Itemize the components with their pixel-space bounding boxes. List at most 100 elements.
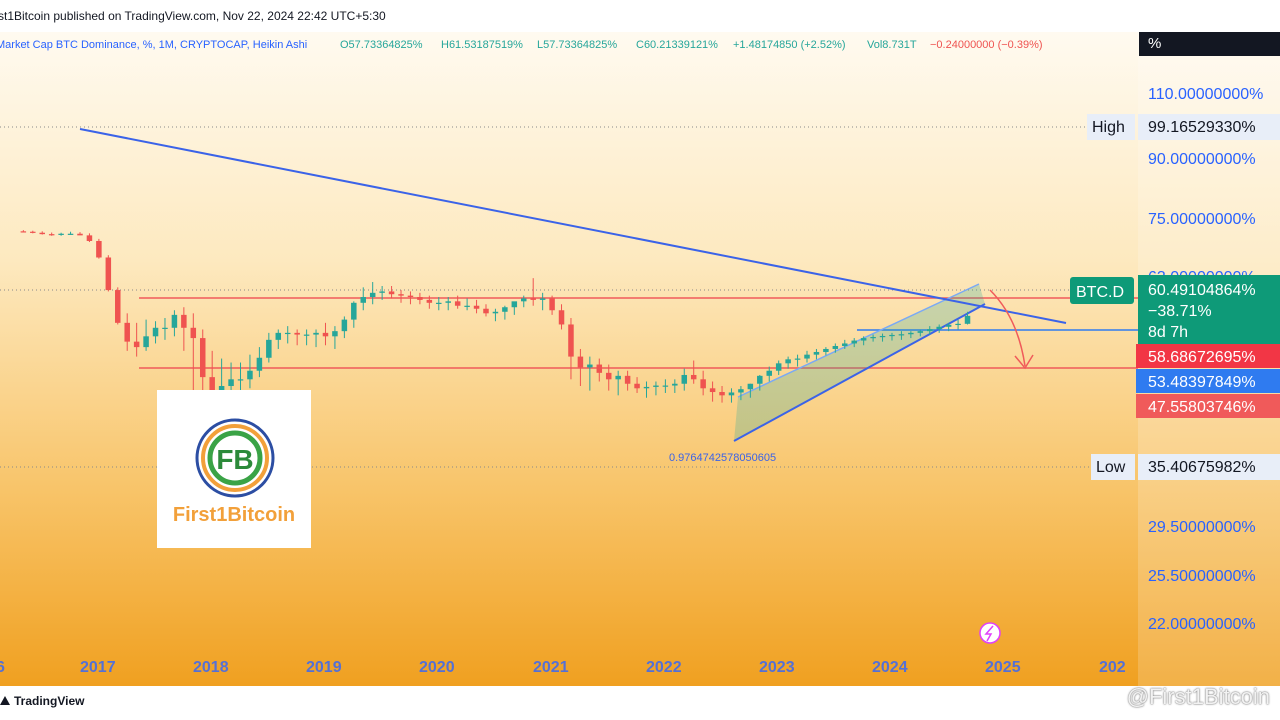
candle-body[interactable] bbox=[369, 292, 376, 298]
candle-body[interactable] bbox=[181, 314, 187, 328]
candle-body[interactable] bbox=[237, 379, 244, 381]
candle-body[interactable] bbox=[681, 374, 688, 384]
candle-body[interactable] bbox=[719, 392, 725, 396]
candle-body[interactable] bbox=[30, 231, 36, 233]
candle-body[interactable] bbox=[936, 326, 942, 330]
candle-body[interactable] bbox=[247, 370, 253, 380]
candle-body[interactable] bbox=[96, 240, 102, 258]
candle-body[interactable] bbox=[86, 235, 93, 241]
candle-body[interactable] bbox=[690, 374, 697, 380]
candle-body[interactable] bbox=[464, 305, 470, 307]
candle-body[interactable] bbox=[398, 294, 404, 296]
candle-body[interactable] bbox=[105, 257, 112, 291]
candle-body[interactable] bbox=[794, 358, 801, 360]
candle-body[interactable] bbox=[596, 364, 603, 373]
candle-body[interactable] bbox=[927, 329, 933, 332]
candle-body[interactable] bbox=[917, 331, 924, 333]
candle-body[interactable] bbox=[634, 383, 640, 389]
candle-body[interactable] bbox=[568, 324, 574, 357]
candle-body[interactable] bbox=[955, 323, 961, 326]
candle-body[interactable] bbox=[162, 327, 168, 329]
candle-body[interactable] bbox=[341, 319, 348, 332]
candle-body[interactable] bbox=[124, 322, 130, 342]
candle-body[interactable] bbox=[757, 375, 763, 384]
candle-body[interactable] bbox=[747, 383, 754, 390]
candle-body[interactable] bbox=[417, 297, 423, 300]
candle-body[interactable] bbox=[20, 231, 27, 233]
candle-body[interactable] bbox=[483, 308, 489, 314]
candle-body[interactable] bbox=[813, 351, 820, 355]
candle-body[interactable] bbox=[823, 348, 829, 352]
channel-lower-line[interactable] bbox=[733, 303, 986, 442]
candle-body[interactable] bbox=[945, 324, 952, 327]
candle-body[interactable] bbox=[454, 301, 461, 306]
candle-body[interactable] bbox=[133, 341, 140, 348]
candle-body[interactable] bbox=[672, 383, 678, 386]
candle-body[interactable] bbox=[521, 298, 527, 302]
candle-body[interactable] bbox=[775, 363, 782, 371]
tradingview-logo[interactable]: TradingView bbox=[0, 694, 84, 708]
candle-body[interactable] bbox=[492, 311, 499, 314]
candle-body[interactable] bbox=[77, 233, 83, 236]
descending-trendline[interactable] bbox=[79, 128, 1067, 324]
candle-body[interactable] bbox=[785, 359, 791, 364]
candle-body[interactable] bbox=[228, 379, 234, 387]
candle-body[interactable] bbox=[209, 377, 215, 391]
candle-body[interactable] bbox=[908, 332, 914, 335]
candle-body[interactable] bbox=[587, 364, 593, 368]
candle-body[interactable] bbox=[436, 302, 442, 304]
candle-body[interactable] bbox=[256, 357, 263, 371]
candle-body[interactable] bbox=[351, 302, 357, 320]
candle-body[interactable] bbox=[294, 332, 300, 335]
candle-body[interactable] bbox=[738, 389, 744, 393]
candle-body[interactable] bbox=[605, 372, 612, 380]
candle-body[interactable] bbox=[266, 339, 272, 358]
candle-body[interactable] bbox=[332, 331, 338, 337]
candle-body[interactable] bbox=[624, 375, 631, 384]
candle-body[interactable] bbox=[615, 375, 621, 380]
candle-body[interactable] bbox=[530, 298, 536, 300]
candle-body[interactable] bbox=[67, 233, 74, 235]
candle-body[interactable] bbox=[879, 335, 886, 338]
candle-body[interactable] bbox=[322, 332, 329, 337]
candle-body[interactable] bbox=[842, 343, 848, 347]
candle-body[interactable] bbox=[388, 291, 395, 295]
chart-area[interactable]: Market Cap BTC Dominance, %, 1M, CRYPTOC… bbox=[0, 32, 1280, 686]
candle-body[interactable] bbox=[549, 298, 555, 311]
candle-body[interactable] bbox=[445, 301, 451, 303]
candle-body[interactable] bbox=[115, 290, 121, 323]
candle-body[interactable] bbox=[766, 370, 772, 376]
candle-body[interactable] bbox=[190, 327, 197, 339]
candle-body[interactable] bbox=[860, 338, 867, 341]
candle-body[interactable] bbox=[407, 295, 414, 298]
candle-body[interactable] bbox=[558, 310, 565, 325]
candle-body[interactable] bbox=[539, 298, 546, 300]
candle-body[interactable] bbox=[889, 334, 895, 337]
candle-body[interactable] bbox=[653, 385, 659, 387]
candle-body[interactable] bbox=[303, 334, 310, 336]
candle-body[interactable] bbox=[58, 233, 64, 235]
candle-body[interactable] bbox=[48, 234, 55, 236]
candle-body[interactable] bbox=[709, 388, 716, 393]
candle-body[interactable] bbox=[426, 299, 433, 303]
candle-body[interactable] bbox=[832, 346, 839, 349]
candle-body[interactable] bbox=[511, 301, 518, 308]
candle-body[interactable] bbox=[360, 297, 367, 303]
candle-body[interactable] bbox=[804, 354, 810, 359]
channel-upper-line[interactable] bbox=[737, 283, 980, 398]
candle-body[interactable] bbox=[728, 392, 735, 396]
candle-body[interactable] bbox=[964, 315, 971, 324]
candle-body[interactable] bbox=[473, 305, 480, 309]
candle-body[interactable] bbox=[313, 332, 319, 335]
candle-body[interactable] bbox=[898, 334, 905, 336]
candle-body[interactable] bbox=[870, 337, 876, 339]
candle-body[interactable] bbox=[199, 338, 206, 378]
candle-body[interactable] bbox=[284, 332, 291, 335]
candle-body[interactable] bbox=[218, 386, 225, 391]
replay-icon[interactable] bbox=[979, 622, 1001, 644]
candle-body[interactable] bbox=[152, 327, 159, 337]
candle-body[interactable] bbox=[577, 356, 584, 368]
candle-body[interactable] bbox=[379, 291, 385, 293]
candle-body[interactable] bbox=[143, 336, 149, 348]
candle-body[interactable] bbox=[662, 385, 669, 387]
